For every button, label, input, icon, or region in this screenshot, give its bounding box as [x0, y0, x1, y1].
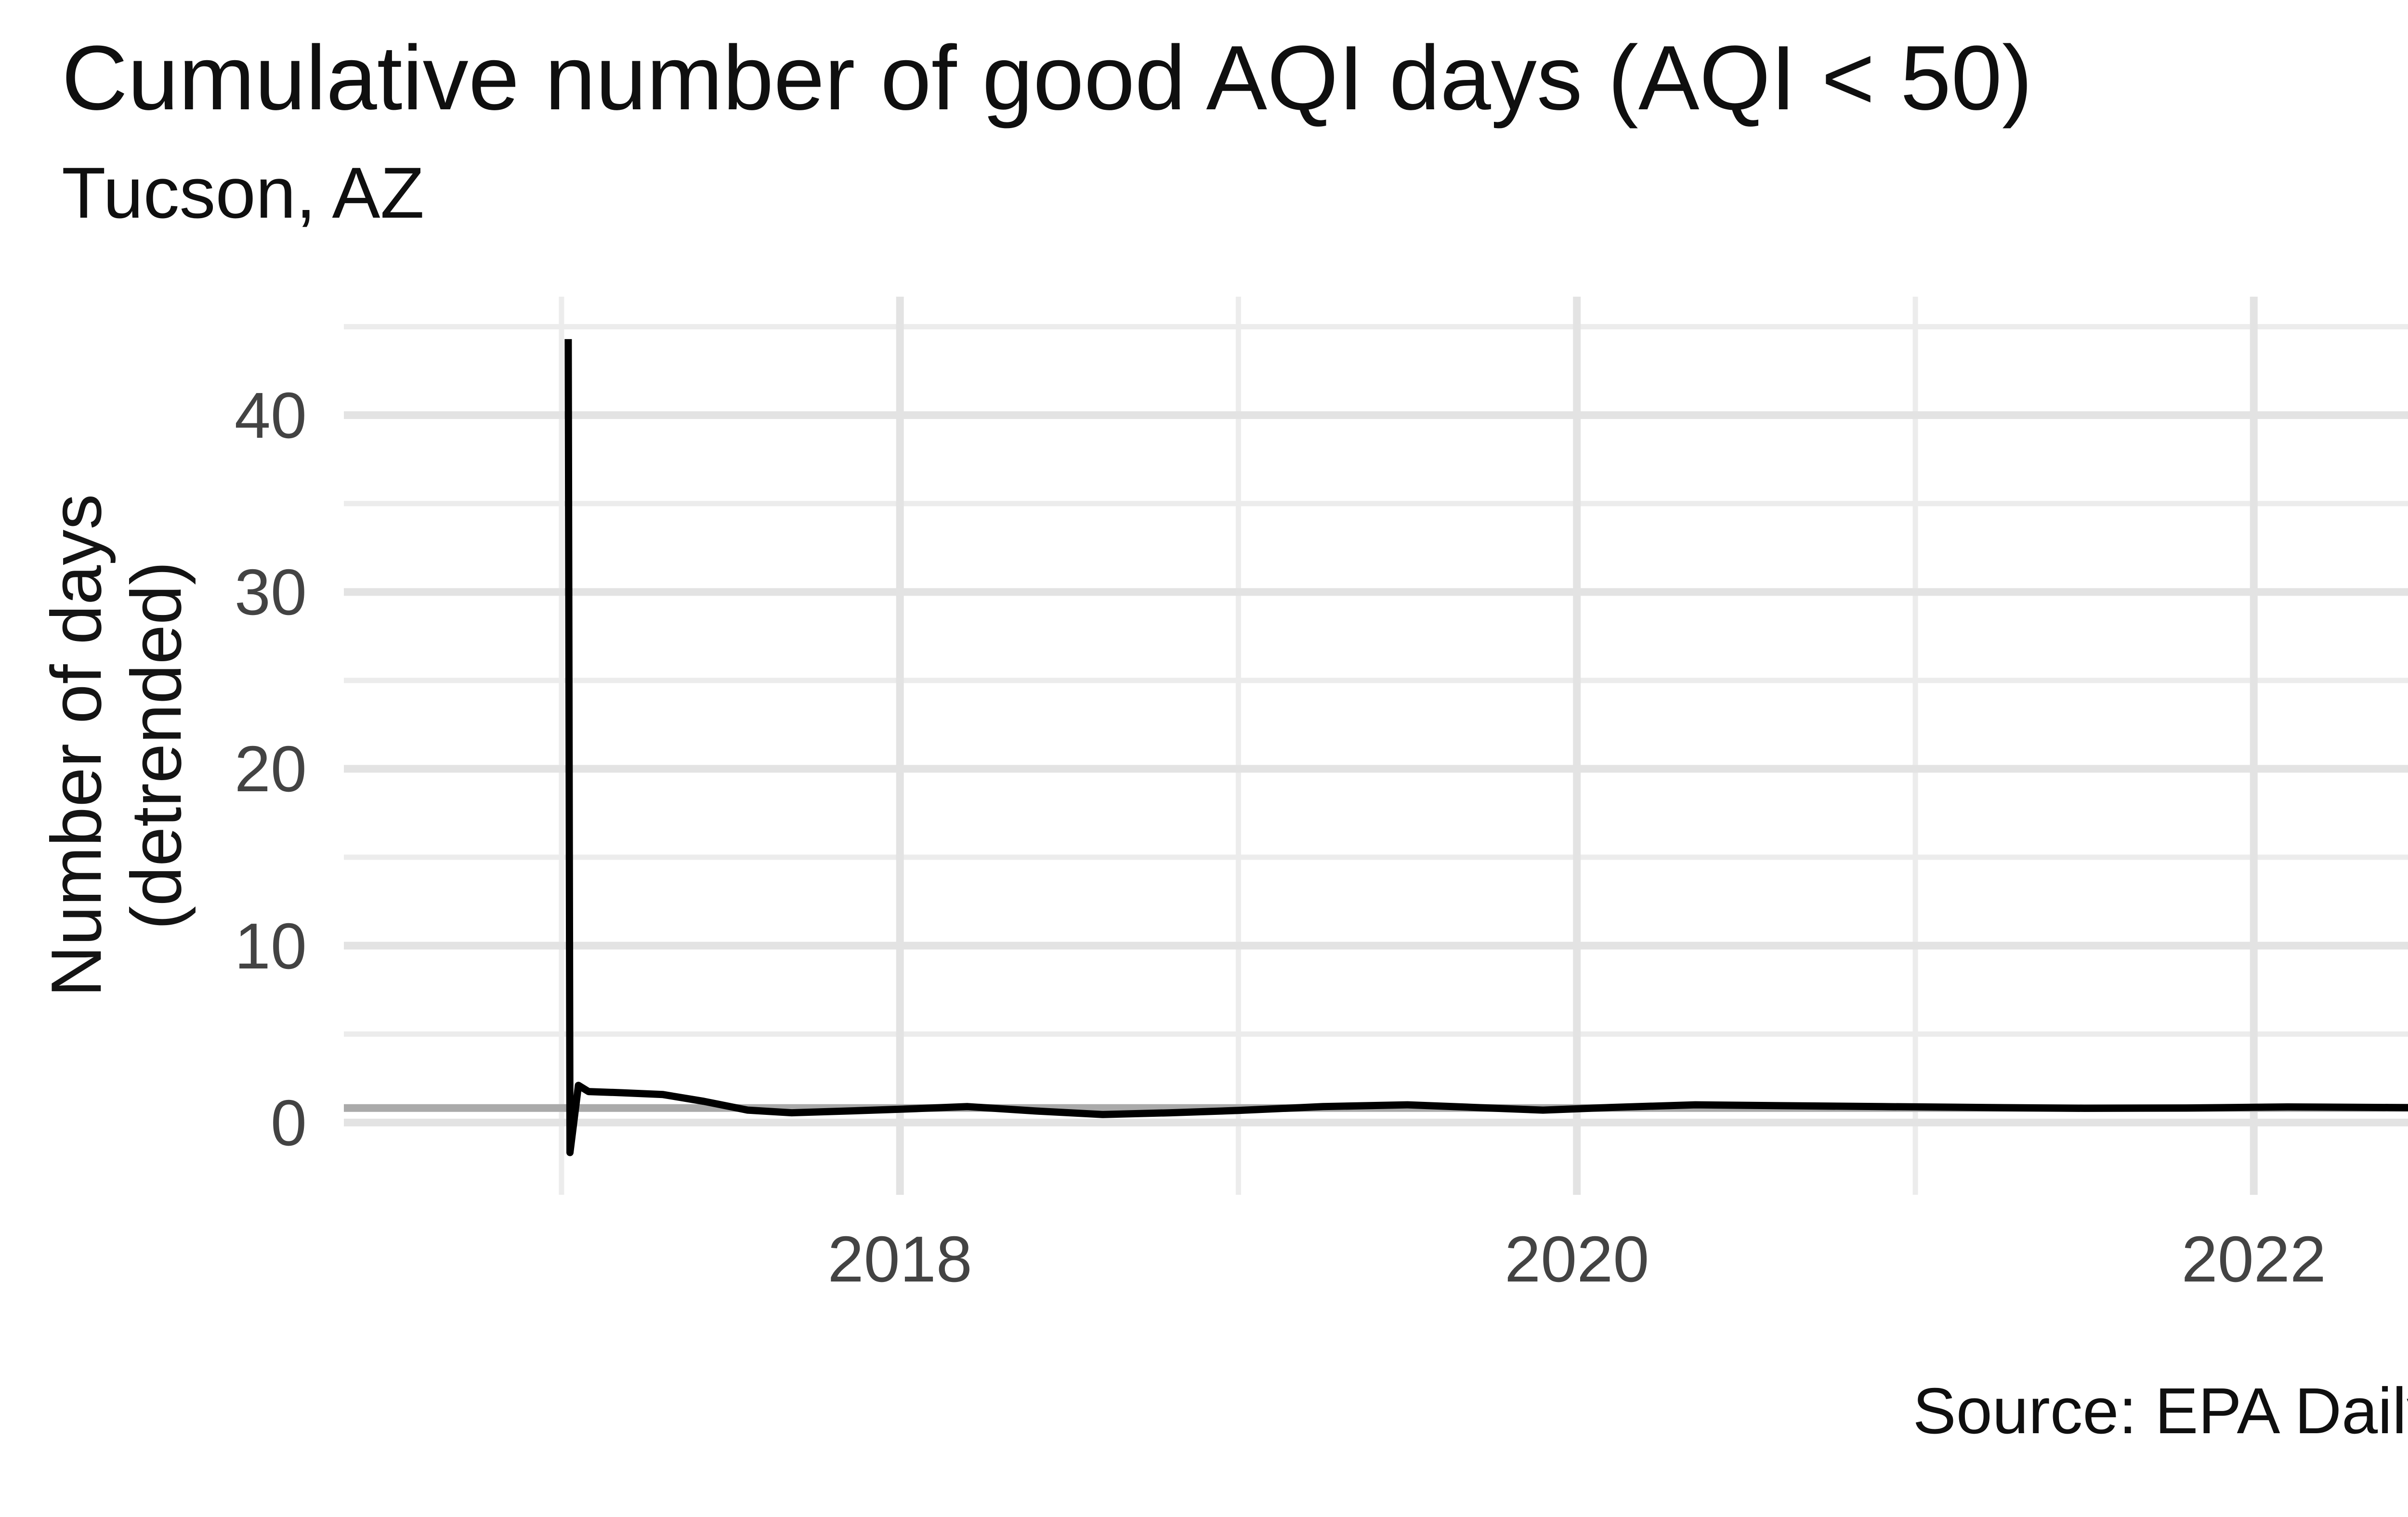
x-tick-label-2018: 2018 [827, 1223, 972, 1295]
chart-subtitle: Tucson, AZ [62, 152, 425, 233]
plot-area [344, 297, 2408, 1195]
y-tick-label-40: 40 [234, 379, 307, 452]
chart-title: Cumulative number of good AQI days (AQI … [62, 27, 2033, 129]
y-tick-label-20: 20 [234, 732, 307, 806]
y-tick-label-30: 30 [234, 556, 307, 629]
y-tick-label-0: 0 [270, 1086, 307, 1159]
y-tick-label-10: 10 [234, 909, 307, 982]
x-tick-label-2022: 2022 [2181, 1223, 2326, 1295]
data-line-detrended-good-aqi-days [564, 339, 2408, 1156]
x-tick-label-2020: 2020 [1505, 1223, 1649, 1295]
chart-caption: Source: EPA Daily Air Quality Tracker [1912, 1374, 2408, 1447]
